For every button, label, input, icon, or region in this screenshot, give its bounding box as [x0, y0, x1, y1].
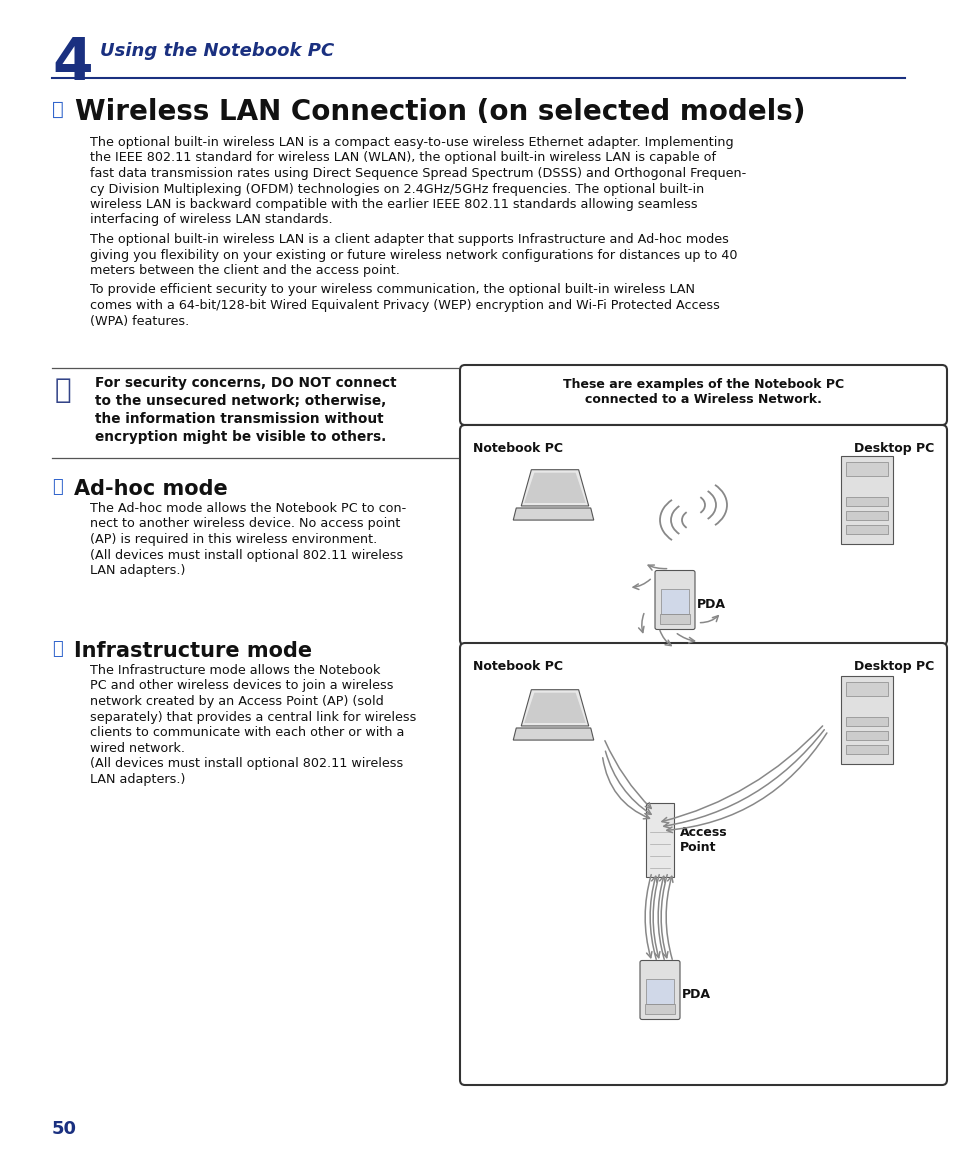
Text: cy Division Multiplexing (OFDM) technologies on 2.4GHz/5GHz frequencies. The opt: cy Division Multiplexing (OFDM) technolo…: [90, 183, 703, 195]
Text: The Ad-hoc mode allows the Notebook PC to con-: The Ad-hoc mode allows the Notebook PC t…: [90, 502, 406, 515]
Text: fast data transmission rates using Direct Sequence Spread Spectrum (DSSS) and Or: fast data transmission rates using Direc…: [90, 167, 745, 180]
Text: encryption might be visible to others.: encryption might be visible to others.: [95, 430, 386, 444]
Text: ⓘ: ⓘ: [52, 478, 63, 496]
Text: 50: 50: [52, 1120, 77, 1138]
Text: Using the Notebook PC: Using the Notebook PC: [100, 43, 334, 60]
Text: wired network.: wired network.: [90, 741, 185, 755]
Bar: [845, 462, 887, 476]
Text: (All devices must install optional 802.11 wireless: (All devices must install optional 802.1…: [90, 757, 403, 770]
Text: comes with a 64-bit/128-bit Wired Equivalent Privacy (WEP) encryption and Wi-Fi : comes with a 64-bit/128-bit Wired Equiva…: [90, 299, 720, 313]
Text: the IEEE 802.11 standard for wireless LAN (WLAN), the optional built-in wireless: the IEEE 802.11 standard for wireless LA…: [90, 152, 716, 164]
FancyBboxPatch shape: [459, 425, 946, 645]
Text: Infrastructure mode: Infrastructure mode: [74, 641, 312, 661]
Bar: [645, 979, 673, 1004]
Text: Notebook PC: Notebook PC: [473, 660, 562, 673]
Bar: [845, 525, 887, 534]
Polygon shape: [520, 689, 588, 726]
Bar: [659, 614, 689, 624]
Text: ⓘ: ⓘ: [52, 100, 64, 119]
Text: the information transmission without: the information transmission without: [95, 412, 383, 426]
Text: The optional built-in wireless LAN is a client adapter that supports Infrastruct: The optional built-in wireless LAN is a …: [90, 233, 728, 246]
Text: Desktop PC: Desktop PC: [853, 442, 933, 455]
Text: LAN adapters.): LAN adapters.): [90, 772, 185, 786]
Text: clients to communicate with each other or with a: clients to communicate with each other o…: [90, 726, 404, 739]
Text: network created by an Access Point (AP) (sold: network created by an Access Point (AP) …: [90, 695, 383, 708]
Bar: [841, 456, 892, 543]
Polygon shape: [524, 472, 585, 503]
Bar: [660, 589, 688, 614]
Text: (WPA) features.: (WPA) features.: [90, 315, 189, 327]
Text: Wireless LAN Connection (on selected models): Wireless LAN Connection (on selected mod…: [75, 98, 804, 126]
FancyBboxPatch shape: [639, 961, 679, 1019]
Text: (AP) is required in this wireless environment.: (AP) is required in this wireless enviro…: [90, 533, 376, 546]
FancyBboxPatch shape: [645, 803, 673, 877]
Text: PC and other wireless devices to join a wireless: PC and other wireless devices to join a …: [90, 679, 393, 693]
Text: Notebook PC: Notebook PC: [473, 442, 562, 455]
Text: To provide efficient security to your wireless communication, the optional built: To provide efficient security to your wi…: [90, 284, 695, 296]
Polygon shape: [524, 693, 585, 723]
Text: Desktop PC: Desktop PC: [853, 660, 933, 673]
Text: LAN adapters.): LAN adapters.): [90, 564, 185, 577]
Text: Access
Point: Access Point: [679, 826, 727, 854]
Text: nect to another wireless device. No access point: nect to another wireless device. No acce…: [90, 517, 400, 531]
FancyBboxPatch shape: [459, 643, 946, 1085]
Polygon shape: [513, 728, 593, 740]
Bar: [845, 731, 887, 740]
Text: ✋: ✋: [55, 376, 71, 404]
Text: interfacing of wireless LAN standards.: interfacing of wireless LAN standards.: [90, 214, 333, 226]
Bar: [845, 498, 887, 506]
Bar: [841, 676, 892, 764]
Text: to the unsecured network; otherwise,: to the unsecured network; otherwise,: [95, 394, 386, 408]
Text: 4: 4: [52, 34, 92, 92]
Text: Ad-hoc mode: Ad-hoc mode: [74, 479, 228, 499]
Polygon shape: [513, 508, 593, 520]
Text: The Infrastructure mode allows the Notebook: The Infrastructure mode allows the Noteb…: [90, 664, 380, 677]
Bar: [845, 683, 887, 696]
Text: (All devices must install optional 802.11 wireless: (All devices must install optional 802.1…: [90, 548, 403, 562]
Bar: [845, 717, 887, 726]
Text: separately) that provides a central link for wireless: separately) that provides a central link…: [90, 710, 416, 724]
Text: connected to a Wireless Network.: connected to a Wireless Network.: [584, 393, 821, 406]
Text: The optional built-in wireless LAN is a compact easy-to-use wireless Ethernet ad: The optional built-in wireless LAN is a …: [90, 136, 733, 149]
Text: wireless LAN is backward compatible with the earlier IEEE 802.11 standards allow: wireless LAN is backward compatible with…: [90, 198, 697, 211]
FancyBboxPatch shape: [655, 571, 695, 630]
Bar: [644, 1003, 675, 1013]
Bar: [845, 745, 887, 754]
Polygon shape: [520, 470, 588, 506]
Text: For security concerns, DO NOT connect: For security concerns, DO NOT connect: [95, 376, 396, 390]
Text: meters between the client and the access point.: meters between the client and the access…: [90, 264, 399, 277]
Text: PDA: PDA: [681, 988, 710, 1002]
Text: giving you flexibility on your existing or future wireless network configuration: giving you flexibility on your existing …: [90, 248, 737, 262]
FancyBboxPatch shape: [459, 365, 946, 425]
Bar: [845, 511, 887, 520]
Text: These are examples of the Notebook PC: These are examples of the Notebook PC: [562, 378, 843, 391]
Text: PDA: PDA: [697, 599, 725, 611]
Text: ⓘ: ⓘ: [52, 640, 63, 658]
